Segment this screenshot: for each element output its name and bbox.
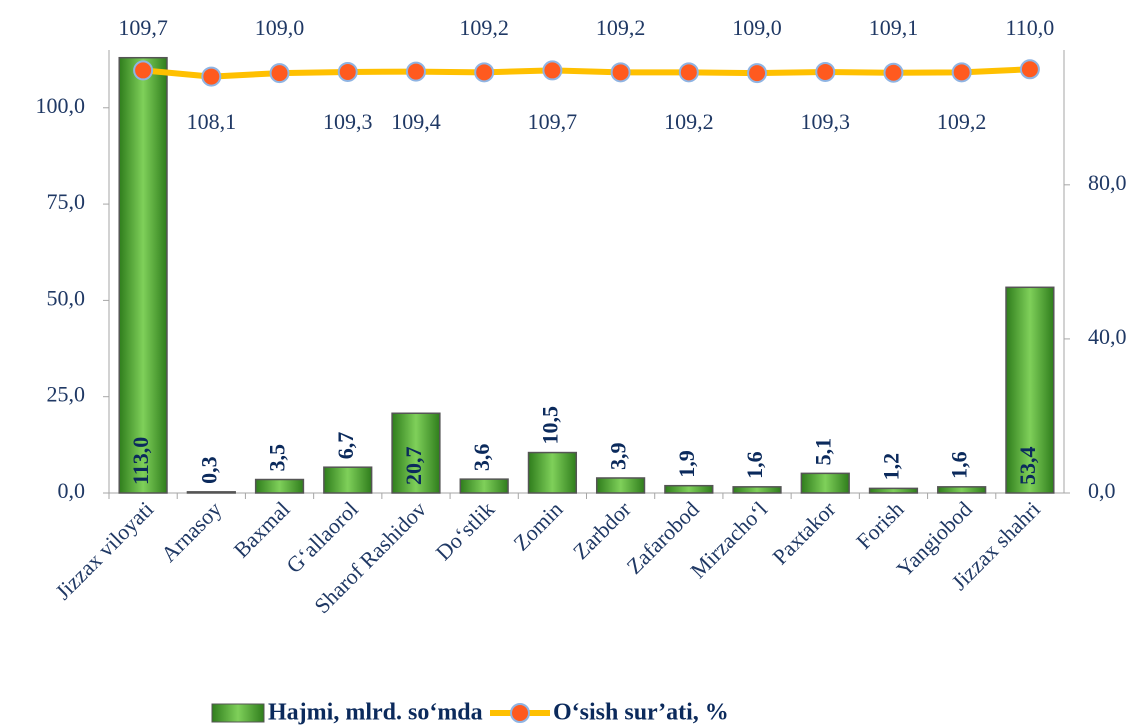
line xyxy=(142,66,1031,80)
bar-value-label: 6,7 xyxy=(333,432,358,460)
bar-value-label: 3,5 xyxy=(265,444,290,472)
line-value-label: 109,2 xyxy=(664,109,714,134)
line-value-label: 109,0 xyxy=(732,15,782,40)
line-value-label: 109,2 xyxy=(596,15,646,40)
line-marker xyxy=(405,61,426,82)
x-tick-label: Baxmal xyxy=(229,496,295,562)
x-tick-label: Forish xyxy=(851,496,908,553)
line-value-label: 109,4 xyxy=(391,109,441,134)
bar xyxy=(595,477,646,494)
bar xyxy=(800,472,850,494)
line-marker xyxy=(542,60,563,81)
y-tick-label: 0,0 xyxy=(58,478,86,503)
bar xyxy=(459,478,509,494)
line-value-label: 109,7 xyxy=(118,15,168,40)
line-marker xyxy=(337,61,358,82)
y2-tick-label: 0,0 xyxy=(1088,478,1116,503)
legend-label: O‘sish sur’ati, % xyxy=(553,700,729,726)
y-tick-label: 75,0 xyxy=(47,189,86,214)
line-marker xyxy=(815,61,836,82)
legend-label: Hajmi, mlrd. so‘mda xyxy=(268,700,483,726)
x-tick-label: Paxtakor xyxy=(767,496,840,569)
line-marker xyxy=(883,62,904,83)
line-marker xyxy=(269,63,290,84)
y2-tick-label: 80,0 xyxy=(1088,170,1127,195)
line-value-label: 109,3 xyxy=(801,109,851,134)
x-tick-label: Arnasoy xyxy=(156,496,226,566)
bar xyxy=(1005,286,1055,494)
bar-value-label: 113,0 xyxy=(128,437,153,485)
bar-value-label: 53,4 xyxy=(1015,447,1040,486)
bar xyxy=(664,484,714,494)
x-tick-label: Jizzax viloyati xyxy=(50,496,158,604)
y2-tick-label: 40,0 xyxy=(1088,324,1127,349)
bar xyxy=(118,56,168,494)
line-marker xyxy=(474,62,495,83)
bar-value-label: 0,3 xyxy=(196,456,221,484)
bar xyxy=(186,491,236,494)
bar-value-label: 10,5 xyxy=(537,406,562,445)
bar xyxy=(391,412,441,494)
line-marker xyxy=(678,62,699,83)
line-value-label: 110,0 xyxy=(1006,15,1055,40)
bar-value-label: 5,1 xyxy=(810,438,835,466)
legend-swatch xyxy=(211,703,265,723)
bar-value-label: 3,6 xyxy=(469,444,494,472)
bar xyxy=(868,487,919,494)
bar xyxy=(527,451,578,494)
x-tick-label: Do‘stlik xyxy=(431,496,500,565)
line-marker xyxy=(610,62,631,83)
bar xyxy=(732,486,782,494)
y-tick-label: 50,0 xyxy=(47,285,86,310)
bar-value-label: 1,6 xyxy=(742,451,767,479)
line-value-label: 109,1 xyxy=(869,15,919,40)
bar xyxy=(323,466,373,494)
bar xyxy=(254,478,305,494)
line-marker xyxy=(201,66,222,87)
bar-value-label: 1,2 xyxy=(879,453,904,481)
line-value-label: 109,3 xyxy=(323,109,373,134)
bar-value-label: 20,7 xyxy=(401,447,426,486)
line-marker xyxy=(133,60,154,81)
x-tick-label: Zarbdor xyxy=(568,496,636,564)
bar-value-label: 1,9 xyxy=(674,450,699,478)
bar-value-label: 3,9 xyxy=(606,442,631,470)
line-marker xyxy=(1019,59,1040,80)
legend-swatch xyxy=(510,703,530,723)
line-value-label: 109,7 xyxy=(528,109,578,134)
bar-value-label: 1,6 xyxy=(947,451,972,479)
y-tick-label: 100,0 xyxy=(36,93,86,118)
line-marker xyxy=(951,62,972,83)
y-tick-label: 25,0 xyxy=(47,382,86,407)
bar xyxy=(937,486,987,494)
line-value-label: 109,2 xyxy=(459,15,509,40)
line-value-label: 108,1 xyxy=(187,109,237,134)
line-value-label: 109,0 xyxy=(255,15,305,40)
line-value-label: 109,2 xyxy=(937,109,987,134)
x-tick-label: Zomin xyxy=(508,496,567,555)
line-marker xyxy=(747,63,768,84)
